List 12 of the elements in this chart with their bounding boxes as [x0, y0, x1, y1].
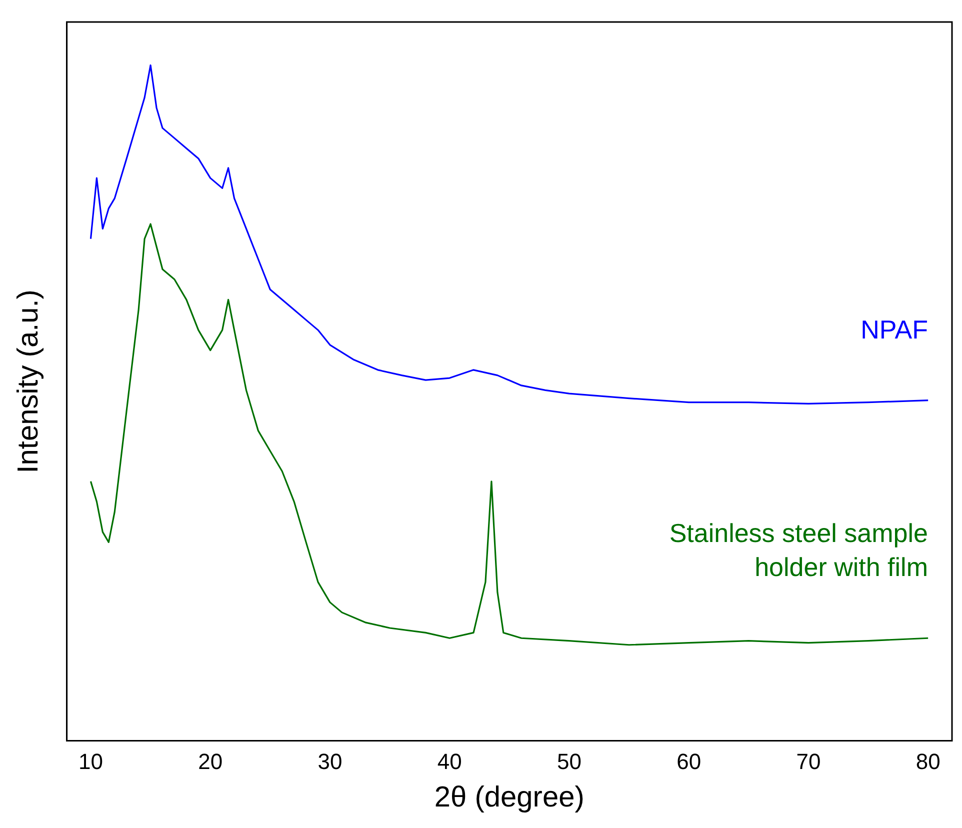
- text: NPAF: [860, 314, 928, 344]
- x-tick-label: 80: [916, 749, 940, 774]
- x-tick-label: 60: [676, 749, 702, 774]
- x-tick-label: 70: [796, 749, 821, 774]
- x-tick-label: 40: [437, 749, 462, 774]
- y-axis-title: Intensity (a.u.): [12, 290, 44, 474]
- x-tick-label: 10: [78, 749, 103, 774]
- text: Stainless steel sample holder with film: [669, 518, 928, 582]
- x-tick-label: 20: [198, 749, 223, 774]
- x-tick-label: 50: [556, 749, 582, 774]
- x-axis-title: 2θ (degree): [434, 782, 584, 814]
- x-tick-label: 30: [318, 749, 342, 774]
